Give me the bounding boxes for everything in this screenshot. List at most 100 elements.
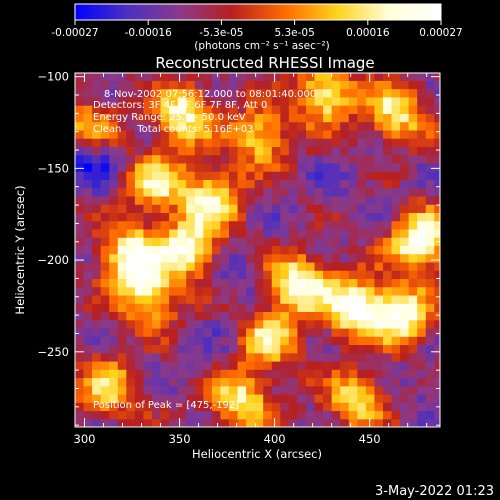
heatmap-cell (126, 154, 136, 164)
heatmap-cell (228, 73, 239, 81)
heatmap-cell (220, 113, 230, 123)
heatmap-cell (365, 245, 376, 255)
heatmap-cell (246, 418, 256, 427)
heatmap-cell (100, 311, 110, 321)
annotation-peak-position: Position of Peak = [475,-192] (93, 400, 239, 411)
heatmap-cell (288, 154, 299, 164)
heatmap-cell (246, 294, 256, 304)
heatmap-cell (400, 377, 410, 387)
heatmap-cell (83, 402, 93, 412)
heatmap-cell (305, 410, 316, 420)
y-tick-label: −150 (37, 161, 69, 175)
heatmap-cell (169, 261, 179, 271)
heatmap-cell (263, 286, 273, 296)
heatmap-cell (400, 195, 410, 205)
heatmap-cell (109, 187, 119, 197)
heatmap-cell (211, 105, 222, 114)
heatmap-cell (288, 327, 299, 337)
heatmap-cell (92, 369, 102, 379)
heatmap-cell (109, 171, 119, 180)
heatmap-cell (169, 154, 179, 164)
heatmap-cell (365, 261, 376, 271)
heatmap-cell (143, 105, 153, 114)
heatmap-cell (271, 393, 281, 403)
heatmap-cell (263, 146, 273, 156)
heatmap-cell (92, 270, 102, 280)
heatmap-cell (126, 88, 136, 98)
heatmap-cell (100, 278, 110, 288)
heatmap-cell (228, 377, 239, 387)
heatmap-cell (417, 278, 427, 288)
colorbar: -0.00027 -0.00016 -5.3e-05 5.3e-05 0.00016 0.… (51, 3, 463, 52)
heatmap-cell (408, 237, 418, 247)
heatmap-cell (323, 154, 333, 164)
heatmap-cell (288, 253, 299, 263)
heatmap-cell (417, 410, 427, 420)
heatmap-cell (109, 261, 119, 271)
heatmap-cell (434, 319, 440, 329)
heatmap-cell (117, 261, 127, 271)
heatmap-cell (417, 88, 427, 98)
heatmap-cell (186, 294, 196, 304)
heatmap-cell (237, 327, 247, 337)
heatmap-cell (83, 228, 93, 238)
heatmap-cell (117, 179, 127, 189)
heatmap-cell (391, 80, 401, 90)
heatmap-cell (297, 138, 307, 147)
heatmap-cell (177, 237, 187, 247)
heatmap-cell (109, 278, 119, 288)
heatmap-cell (365, 303, 376, 313)
heatmap-cell (288, 121, 299, 131)
heatmap-cell (365, 105, 376, 114)
heatmap-cell (357, 195, 367, 205)
heatmap-cell (246, 154, 256, 164)
heatmap-cell (109, 113, 119, 123)
heatmap-cell (365, 278, 376, 288)
heatmap-cell (109, 212, 119, 222)
heatmap-cell (228, 212, 239, 222)
heatmap-cell (271, 286, 281, 296)
heatmap-cell (126, 105, 136, 114)
heatmap-cell (408, 245, 418, 255)
heatmap-cell (126, 294, 136, 304)
heatmap-cell (400, 204, 410, 213)
heatmap-cell (186, 286, 196, 296)
heatmap-cell (75, 319, 85, 329)
heatmap-cell (186, 253, 196, 263)
heatmap-cell (305, 195, 316, 205)
heatmap-cell (228, 162, 239, 172)
heatmap-cell (382, 138, 393, 147)
heatmap-cell (75, 253, 85, 263)
heatmap-cell (374, 96, 384, 106)
heatmap-cell (280, 327, 290, 337)
heatmap-cell (83, 294, 93, 304)
heatmap-cell (254, 88, 264, 98)
heatmap-cell (203, 344, 213, 354)
heatmap-cell (92, 377, 102, 387)
heatmap-cell (297, 129, 307, 139)
heatmap-cell (160, 294, 170, 304)
heatmap-cell (194, 237, 204, 247)
heatmap-cell (323, 138, 333, 147)
heatmap-cell (237, 270, 247, 280)
heatmap-cell (100, 393, 110, 403)
heatmap-cell (434, 105, 440, 114)
heatmap-cell (143, 220, 153, 230)
heatmap-cell (314, 73, 324, 81)
heatmap-cell (194, 154, 204, 164)
heatmap-cell (434, 286, 440, 296)
heatmap-cell (288, 369, 299, 379)
heatmap-cell (382, 121, 393, 131)
heatmap-cell (357, 360, 367, 370)
heatmap-cell (288, 129, 299, 139)
heatmap-cell (400, 121, 410, 131)
heatmap-cell (382, 88, 393, 98)
heatmap-cell (382, 96, 393, 106)
heatmap-cell (203, 171, 213, 180)
heatmap-cell (203, 311, 213, 321)
heatmap-cell (374, 187, 384, 197)
heatmap-cell (100, 369, 110, 379)
heatmap-cell (237, 129, 247, 139)
heatmap-cell (425, 113, 435, 123)
heatmap-cell (365, 418, 376, 427)
